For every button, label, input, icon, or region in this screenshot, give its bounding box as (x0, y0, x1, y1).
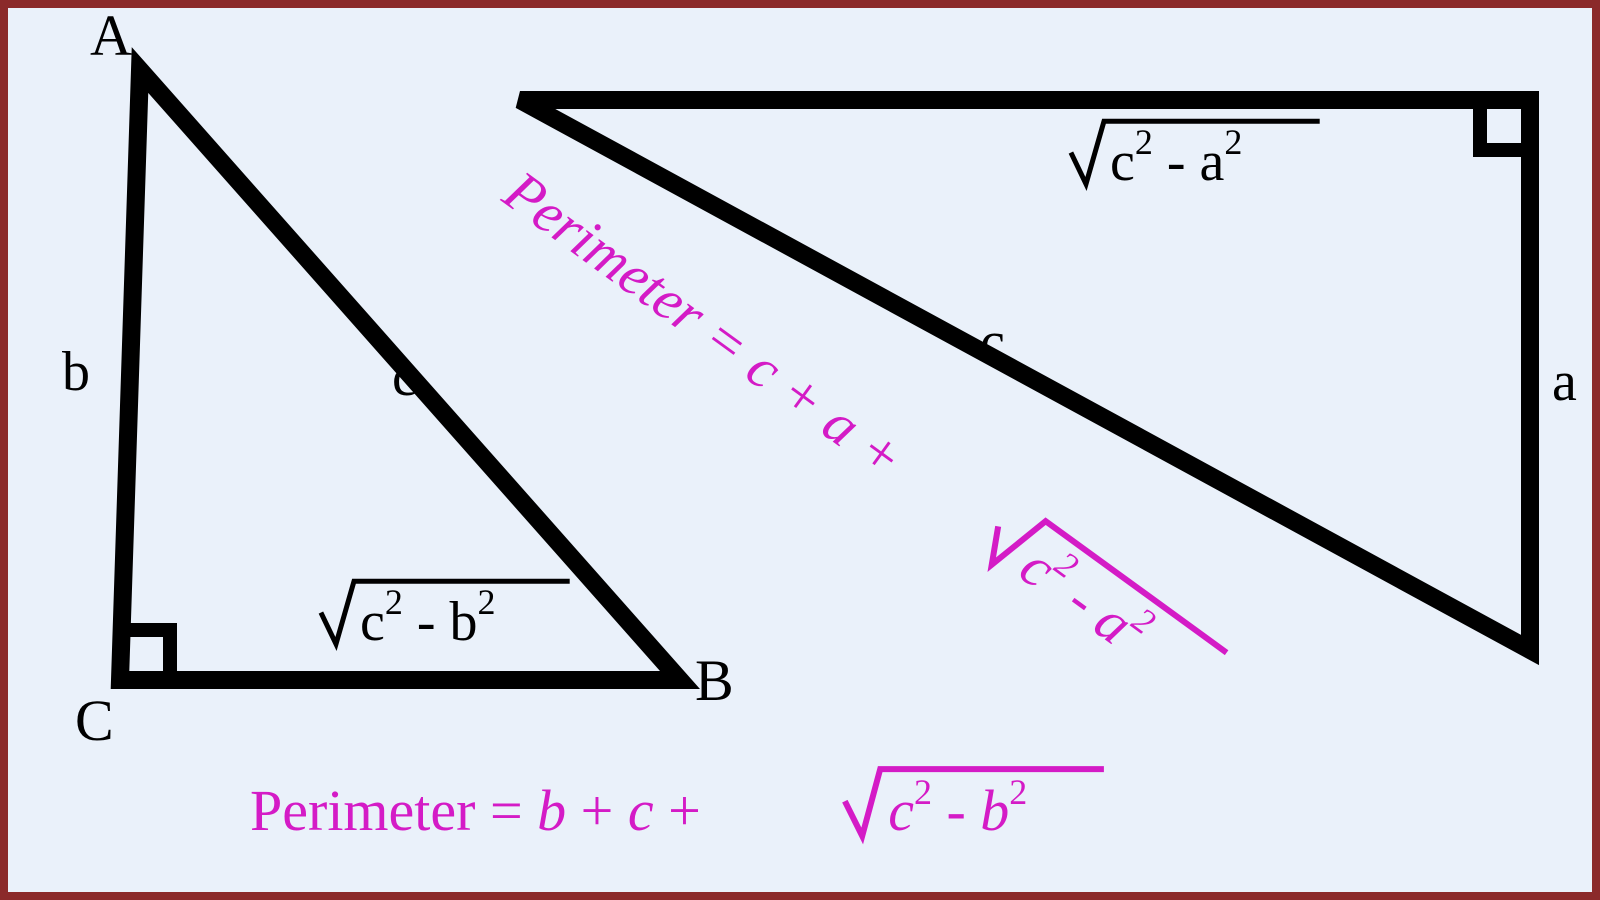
svg-text:c2 - b2: c2 - b2 (888, 772, 1027, 843)
svg-text:Perimeter = b + c +: Perimeter = b + c + (250, 778, 701, 843)
svg-text:c2 - a2: c2 - a2 (1110, 122, 1242, 193)
vertex-label-c: C (75, 688, 114, 753)
background (0, 0, 1600, 900)
side-label-c-left: c (392, 346, 417, 408)
side-label-b: b (62, 341, 90, 403)
side-label-c-right: c (980, 311, 1005, 373)
diagram-canvas: A B C b c c2 - b2 a c c2 - a2 Perimeter … (0, 0, 1600, 900)
vertex-label-a: A (90, 3, 132, 68)
svg-text:c2 - b2: c2 - b2 (360, 582, 496, 653)
perimeter-formula-left: Perimeter = b + c + c2 - b2 (250, 769, 1101, 843)
vertex-label-b: B (695, 648, 734, 713)
side-label-a: a (1552, 351, 1577, 413)
